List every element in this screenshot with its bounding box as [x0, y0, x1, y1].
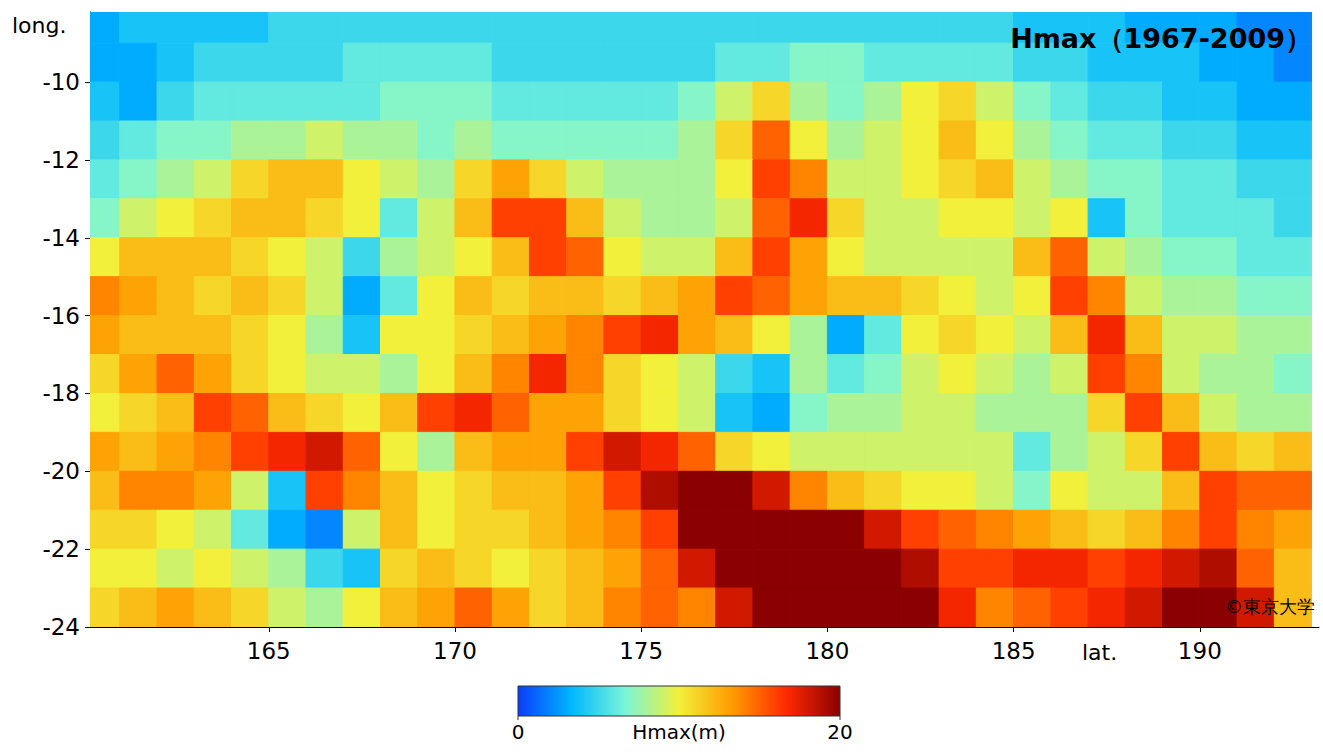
svg-text:-14: -14: [42, 225, 80, 251]
svg-text:20: 20: [827, 720, 852, 744]
svg-text:-16: -16: [42, 303, 80, 329]
svg-text:-20: -20: [42, 458, 80, 484]
svg-text:180: 180: [805, 638, 849, 664]
svg-text:0: 0: [512, 720, 525, 744]
svg-text:170: 170: [433, 638, 477, 664]
svg-text:©東京大学: ©東京大学: [1225, 596, 1315, 617]
svg-text:-12: -12: [42, 147, 80, 173]
svg-text:-22: -22: [42, 536, 80, 562]
svg-text:-24: -24: [42, 614, 80, 640]
svg-text:-18: -18: [42, 380, 80, 406]
svg-text:lat.: lat.: [1082, 640, 1117, 665]
svg-text:185: 185: [992, 638, 1036, 664]
svg-text:Hmax(m): Hmax(m): [632, 720, 726, 744]
svg-text:Hmax（1967-2009）: Hmax（1967-2009）: [1010, 23, 1312, 54]
svg-text:long.: long.: [12, 13, 66, 38]
svg-text:165: 165: [247, 638, 291, 664]
svg-text:190: 190: [1178, 638, 1222, 664]
svg-text:175: 175: [619, 638, 663, 664]
svg-text:-10: -10: [42, 69, 80, 95]
